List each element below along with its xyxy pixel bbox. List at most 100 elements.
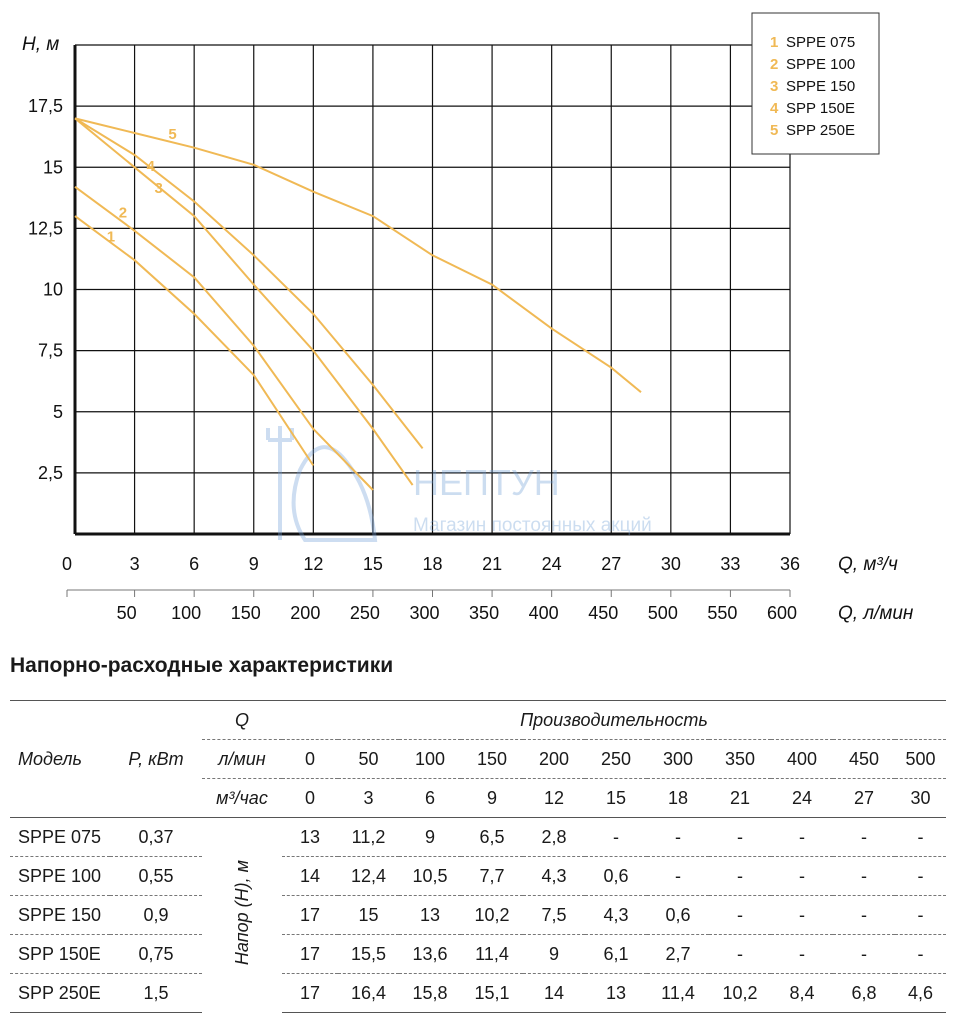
watermark-subtitle: Магазин постоянных акций <box>413 515 652 536</box>
value-cell: - <box>833 895 895 935</box>
x2-tick-label: 150 <box>231 603 261 623</box>
value-cell: 13,6 <box>399 934 461 974</box>
value-cell: - <box>895 817 946 857</box>
lmin-cell: 150 <box>461 739 523 779</box>
x2-tick-label: 550 <box>707 603 737 623</box>
lmin-cell: 0 <box>282 739 338 779</box>
y-tick-label: 17,5 <box>28 96 63 116</box>
model-cell: SPPE 150 <box>10 895 110 935</box>
value-cell: - <box>771 856 833 896</box>
lmin-cell: 200 <box>523 739 585 779</box>
m3-cell: 15 <box>585 778 647 818</box>
table-title: Напорно-расходные характеристики <box>10 654 394 677</box>
legend-number: 1 <box>770 34 778 51</box>
lmin-label: л/мин <box>202 739 282 779</box>
watermark-title: НЕПТУН <box>413 462 560 503</box>
series-line-5 <box>74 117 642 393</box>
model-header: Модель <box>10 700 110 818</box>
x-tick-label: 27 <box>601 554 621 574</box>
power-cell: 0,9 <box>110 895 202 935</box>
value-cell: 6,1 <box>585 934 647 974</box>
m3-cell: 3 <box>338 778 399 818</box>
value-cell: - <box>833 856 895 896</box>
series-line-3 <box>74 117 414 486</box>
y-tick-label: 12,5 <box>28 218 63 238</box>
legend-entry: SPPE 100 <box>786 56 855 73</box>
watermark: НЕПТУН Магазин постоянных акций <box>266 426 652 542</box>
series-line-1 <box>74 215 315 467</box>
legend-number: 4 <box>770 100 779 117</box>
value-cell: 2,7 <box>647 934 709 974</box>
series-label-2: 2 <box>119 204 127 221</box>
x2-tick-label: 350 <box>469 603 499 623</box>
lmin-cell: 100 <box>399 739 461 779</box>
lmin-row: л/мин 0 50 100 150 200 250 300 350 400 450 500 <box>10 739 946 779</box>
head-label-cell: Напор (H), м <box>202 817 282 1013</box>
m3-label: м³/час <box>202 778 282 818</box>
y-tick-label: 10 <box>43 280 63 300</box>
legend-entry: SPP 250E <box>786 122 855 139</box>
x2-tick-label: 300 <box>409 603 439 623</box>
m3-cell: 12 <box>523 778 585 818</box>
power-header: P, кВт <box>110 700 202 818</box>
value-cell: - <box>833 934 895 974</box>
x2-tick-label: 100 <box>171 603 201 623</box>
x2-axis-label: Q, л/мин <box>838 603 914 624</box>
lmin-cell: 400 <box>771 739 833 779</box>
legend-entry: SPP 150E <box>786 100 855 117</box>
value-cell: 8,4 <box>771 973 833 1013</box>
y-tick-label: 15 <box>43 157 63 177</box>
legend-entry: SPPE 075 <box>786 34 855 51</box>
m3-cell: 18 <box>647 778 709 818</box>
x-axis-label: Q, м³/ч <box>838 554 898 575</box>
x2-tick-label: 200 <box>290 603 320 623</box>
x2-tick-label: 400 <box>529 603 559 623</box>
legend-number: 5 <box>770 122 778 139</box>
model-cell: SPPE 075 <box>10 817 110 857</box>
x-tick-label: 30 <box>661 554 681 574</box>
y-axis-label: H, м <box>22 34 59 55</box>
lmin-cell: 50 <box>338 739 399 779</box>
value-cell: - <box>895 934 946 974</box>
series-label-5: 5 <box>168 126 176 143</box>
value-cell: 6,5 <box>461 817 523 857</box>
x2-tick-label: 450 <box>588 603 618 623</box>
value-cell: - <box>895 856 946 896</box>
performance-table: Модель P, кВт Q Производительность л/мин… <box>10 700 946 1013</box>
series-label-4: 4 <box>147 158 156 175</box>
m3-cell: 6 <box>399 778 461 818</box>
table-header-row: Модель P, кВт Q Производительность <box>10 700 946 818</box>
value-cell: 15,8 <box>399 973 461 1013</box>
value-cell: 0,6 <box>585 856 647 896</box>
x-tick-label: 6 <box>189 554 199 574</box>
table-row: SPPE 150 0,9 17 15 13 10,2 7,5 4,3 0,6- - - - <box>10 895 946 935</box>
value-cell: 4,3 <box>585 895 647 935</box>
power-cell: 0,55 <box>110 856 202 896</box>
value-cell: - <box>709 856 771 896</box>
x-tick-label: 0 <box>62 554 72 574</box>
x-tick-label: 36 <box>780 554 800 574</box>
value-cell: 16,4 <box>338 973 399 1013</box>
value-cell: - <box>771 934 833 974</box>
table-row: SPPE 100 0,55 14 12,4 10,5 7,7 4,3 0,6- - - - - <box>10 856 946 896</box>
m3-cell: 27 <box>833 778 895 818</box>
value-cell: 4,6 <box>895 973 946 1013</box>
power-cell: 0,75 <box>110 934 202 974</box>
value-cell: - <box>895 895 946 935</box>
value-cell: 17 <box>282 934 338 974</box>
value-cell: - <box>709 895 771 935</box>
m3-cell: 24 <box>771 778 833 818</box>
m3-cell: 30 <box>895 778 946 818</box>
x2-tick-label: 500 <box>648 603 678 623</box>
value-cell: 11,4 <box>461 934 523 974</box>
legend-box <box>751 12 880 155</box>
value-cell: - <box>585 817 647 857</box>
value-cell: 15,5 <box>338 934 399 974</box>
lmin-cell: 450 <box>833 739 895 779</box>
value-cell: 6,8 <box>833 973 895 1013</box>
value-cell: 15,1 <box>461 973 523 1013</box>
value-cell: 17 <box>282 973 338 1013</box>
lmin-cell: 300 <box>647 739 709 779</box>
x-tick-label: 33 <box>720 554 740 574</box>
value-cell: 10,2 <box>709 973 771 1013</box>
